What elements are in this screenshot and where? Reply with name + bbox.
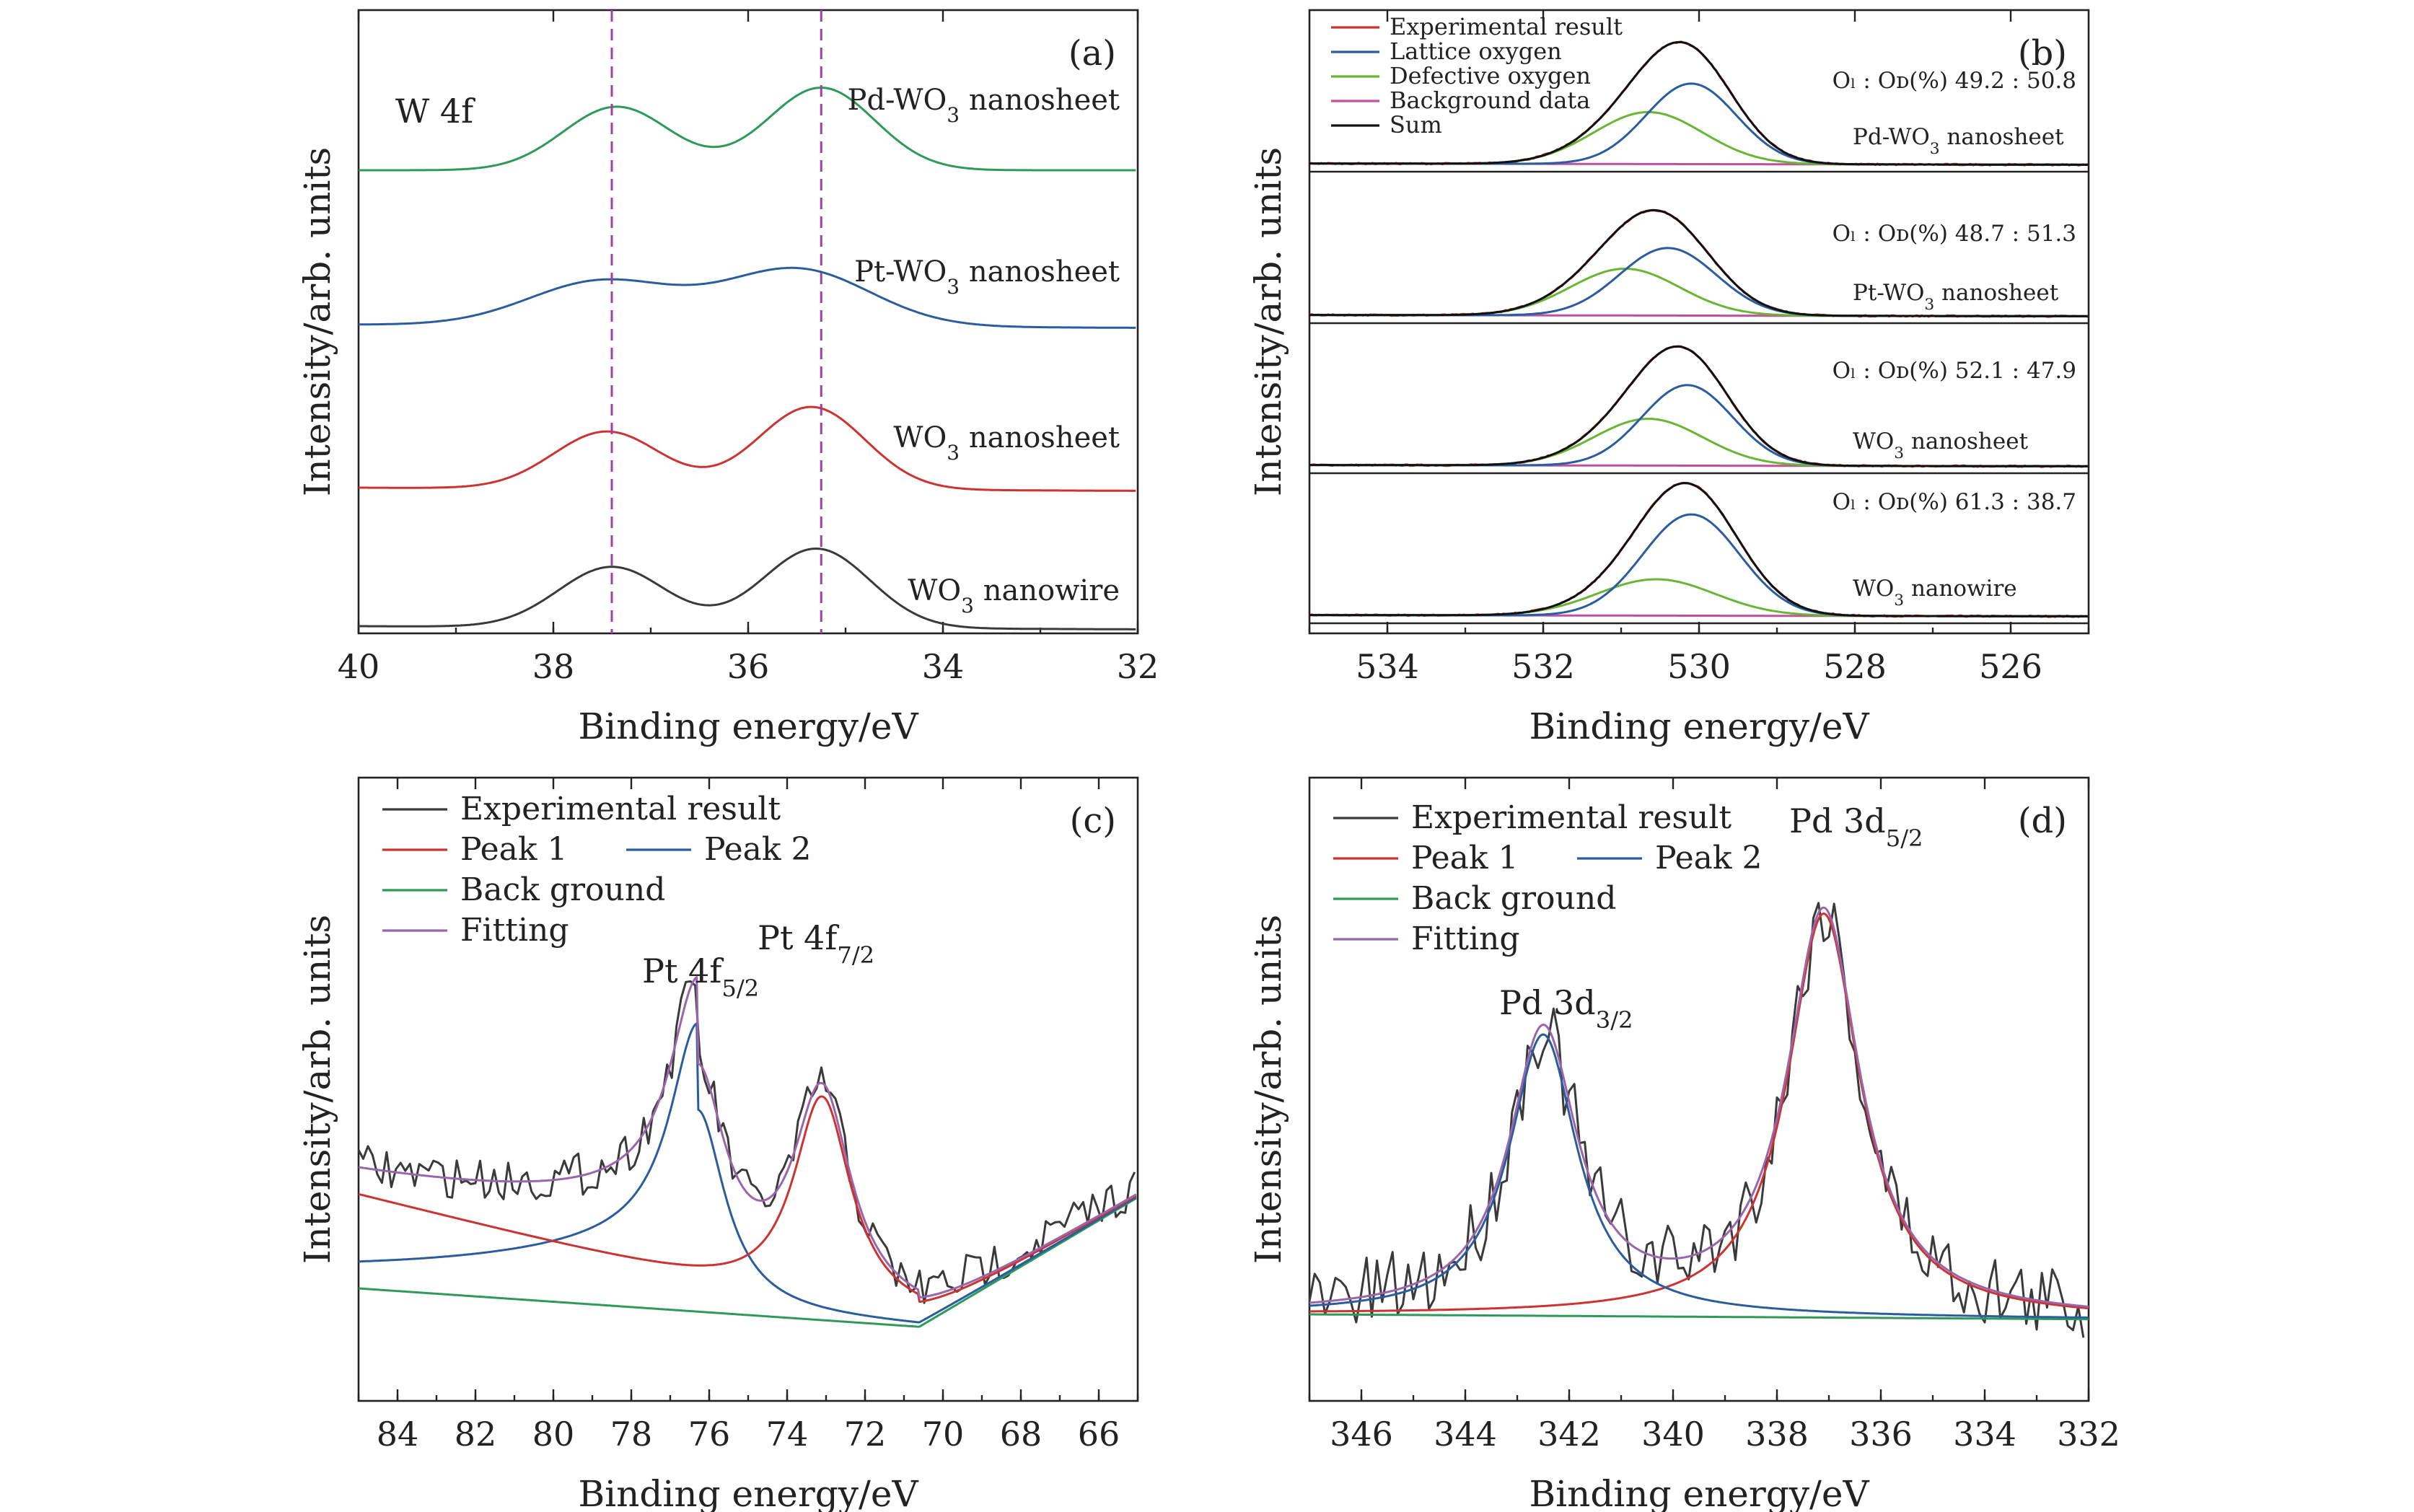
- series-line-3: [359, 87, 1136, 172]
- x-tick-label: 344: [1434, 1415, 1497, 1454]
- x-tick-label: 36: [727, 647, 770, 686]
- legend-label-3: Back ground: [460, 871, 665, 908]
- x-axis-label: Binding energy/eV: [1529, 706, 1869, 747]
- series-label-3: Pd-WO3 nanosheet: [848, 84, 1120, 127]
- panel-tag: (b): [2018, 33, 2067, 74]
- series-line-1: [359, 405, 1136, 492]
- series-line-0: [359, 548, 1136, 630]
- x-tick-label: 80: [532, 1415, 575, 1454]
- ratio-label-2: Oₗ : Oᴅ(%) 48.7 : 51.3: [1833, 221, 2076, 247]
- x-tick-label: 68: [1000, 1415, 1043, 1454]
- x-tick-label: 528: [1823, 647, 1887, 686]
- sum-curve-1: [1309, 345, 2088, 467]
- x-axis-label: Binding energy/eV: [1529, 1473, 1869, 1512]
- legend-label-4: Sum: [1390, 111, 1442, 139]
- y-axis-label: Intensity/arb. units: [1247, 147, 1289, 496]
- panel-c: 84 82 80 78 76 74 72 70 68 66 Binding energy/eV Int…: [297, 776, 1139, 1512]
- x-tick-label: 334: [1953, 1415, 2016, 1454]
- panel-tag: (a): [1068, 33, 1116, 74]
- x-tick-label: 74: [766, 1415, 809, 1454]
- legend-label-4: Fitting: [1411, 920, 1520, 957]
- experimental-curve: [357, 980, 1136, 1304]
- x-tick-label: 342: [1537, 1415, 1601, 1454]
- panel-tag: (d): [2018, 801, 2067, 841]
- background-curve: [1309, 1313, 2089, 1321]
- sample-label-0: WO3 nanowire: [1853, 576, 2017, 610]
- x-tick-label: 336: [1849, 1415, 1913, 1454]
- peak-1-curve: [1309, 913, 2089, 1313]
- legend-label-1: Peak 1: [460, 831, 568, 868]
- legend-label-4: Fitting: [460, 912, 569, 949]
- sum-curve-3: [1309, 40, 2088, 166]
- experimental-curve: [1308, 902, 2085, 1338]
- plot-frame: [1308, 776, 2090, 1402]
- fitting-curve: [1309, 906, 2089, 1308]
- legend-label-3: Back ground: [1411, 880, 1616, 917]
- x-tick-label: 532: [1511, 647, 1575, 686]
- peak-1-curve: [358, 1095, 1137, 1304]
- y-axis-label: Intensity/arb. units: [297, 147, 338, 496]
- sample-label-1: WO3 nanosheet: [1853, 428, 2029, 462]
- x-tick-label: 72: [844, 1415, 887, 1454]
- legend-label-2: Defective oxygen: [1390, 62, 1591, 89]
- peak-label-pt-4f72: Pt 4f7/2: [758, 918, 874, 969]
- x-tick-label: 340: [1641, 1415, 1705, 1454]
- legend-label-3: Background data: [1390, 87, 1590, 114]
- series-label-2: Pt-WO3 nanosheet: [854, 255, 1120, 299]
- legend-label-1: Lattice oxygen: [1390, 38, 1562, 65]
- ratio-label-0: Oₗ : Oᴅ(%) 61.3 : 38.7: [1833, 489, 2076, 515]
- x-tick-label: 332: [2057, 1415, 2120, 1454]
- peak-label-pd-3d32: Pd 3d3/2: [1499, 983, 1633, 1034]
- x-tick-label: 70: [922, 1415, 965, 1454]
- fitting-curve: [358, 976, 1137, 1298]
- sum-curve-2: [1309, 208, 2088, 317]
- x-tick-label: 40: [338, 647, 380, 686]
- series-label-0: WO3 nanowire: [908, 574, 1120, 617]
- y-axis-label: Intensity/arb. units: [1247, 915, 1289, 1264]
- background-curve: [358, 1197, 1137, 1328]
- x-tick-label: 338: [1745, 1415, 1809, 1454]
- x-tick-label: 32: [1117, 647, 1159, 686]
- peak-label-pt-4f52: Pt 4f5/2: [642, 951, 759, 1002]
- x-tick-label: 346: [1330, 1415, 1393, 1454]
- series-label-1: WO3 nanosheet: [893, 421, 1120, 465]
- panel-d: 346 344 342 340 338 336 334 332 Binding energy/e…: [1247, 776, 2120, 1512]
- panel-b: 534 532 530 528 526 Binding energy/eV Intensit…: [1247, 9, 2090, 747]
- x-axis-label: Binding energy/eV: [578, 1473, 918, 1512]
- panel-tag: (c): [1070, 801, 1116, 841]
- sample-label-3: Pd-WO3 nanosheet: [1853, 124, 2064, 158]
- ratio-label-1: Oₗ : Oᴅ(%) 52.1 : 47.9: [1833, 358, 2076, 384]
- legend-label-2: Peak 2: [704, 831, 812, 868]
- peak-2-curve: [1309, 1033, 2089, 1319]
- x-tick-label: 76: [688, 1415, 731, 1454]
- x-axis-label: Binding energy/eV: [578, 706, 918, 747]
- series-line-2: [359, 266, 1136, 329]
- x-tick-label: 534: [1356, 647, 1419, 686]
- sum-curve-0: [1309, 482, 2088, 617]
- w4f-annotation: W 4f: [395, 92, 475, 131]
- ratio-label-3: Oₗ : Oᴅ(%) 49.2 : 50.8: [1833, 68, 2076, 94]
- x-tick-label: 530: [1667, 647, 1731, 686]
- x-tick-label: 84: [377, 1415, 419, 1454]
- legend-label-0: Experimental result: [460, 791, 781, 827]
- x-tick-label: 34: [922, 647, 965, 686]
- x-tick-label: 66: [1078, 1415, 1120, 1454]
- x-tick-label: 78: [610, 1415, 653, 1454]
- x-tick-label: 526: [1979, 647, 2042, 686]
- sample-label-2: Pt-WO3 nanosheet: [1853, 280, 2059, 314]
- legend-label-0: Experimental result: [1411, 799, 1732, 836]
- peak-label-pd-3d52: Pd 3d5/2: [1789, 801, 1923, 852]
- y-axis-label: Intensity/arb. units: [297, 915, 338, 1264]
- panel-a: 40 38 36 34 32 Binding energy/eV Intensity/arb…: [297, 9, 1159, 747]
- legend-label-1: Peak 1: [1411, 840, 1519, 876]
- x-tick-label: 82: [455, 1415, 497, 1454]
- x-tick-label: 38: [532, 647, 575, 686]
- legend-label-0: Experimental result: [1390, 13, 1623, 40]
- legend-label-2: Peak 2: [1655, 840, 1763, 876]
- peak-2-curve: [359, 1022, 1137, 1324]
